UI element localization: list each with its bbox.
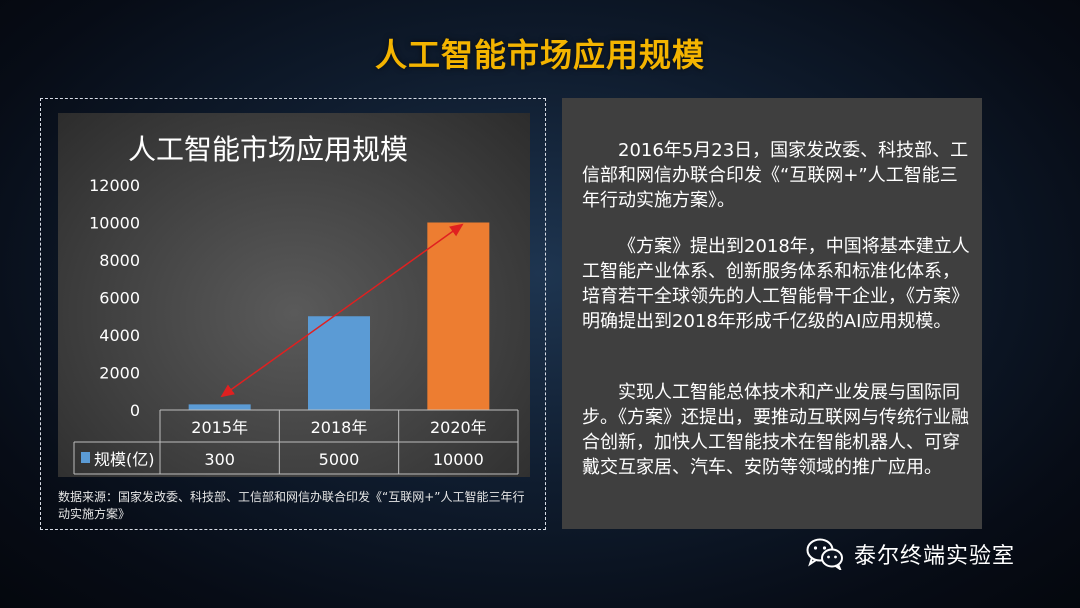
wechat-icon <box>806 538 843 570</box>
wechat-badge: 泰尔终端实验室 <box>806 538 1015 570</box>
page-title: 人工智能市场应用规模 <box>374 36 705 74</box>
data-source-note: 数据来源：国家发改委、科技部、工信部和网信办联合印发《“互联网+”人工智能三年行… <box>58 490 525 521</box>
paragraph-2: 《方案》提出到2018年，中国将基本建立人工智能产业体系、创新服务体系和标准化体… <box>582 236 970 332</box>
paragraph-3: 实现人工智能总体技术和产业发展与国际同步。《方案》还提出，要推动互联网与传统行业… <box>582 382 969 478</box>
text-panel <box>562 98 982 529</box>
chart-frame <box>40 98 546 530</box>
paragraph-1: 2016年5月23日，国家发改委、科技部、工信部和网信办联合印发《“互联网+”人… <box>582 140 969 211</box>
footer-brand-label: 泰尔终端实验室 <box>854 544 1016 569</box>
chart-title: 人工智能市场应用规模 <box>127 133 408 166</box>
